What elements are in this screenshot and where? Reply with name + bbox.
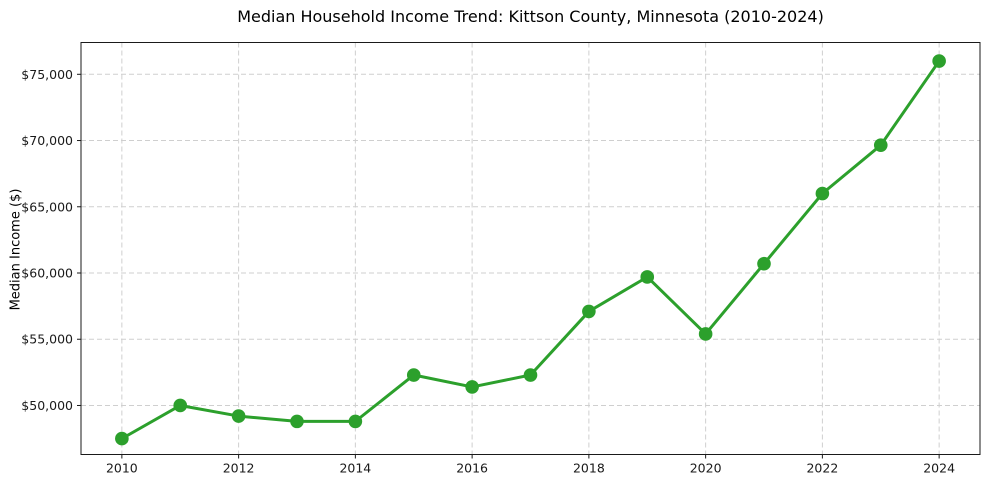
data-point-marker	[757, 256, 771, 271]
data-point-marker	[406, 368, 421, 382]
data-point-marker	[698, 327, 713, 341]
data-point-marker	[115, 431, 129, 446]
plot-frame	[80, 42, 981, 455]
trend-line	[120, 59, 941, 441]
x-tick-label: 2024	[923, 461, 955, 476]
y-tick-label: $75,000	[21, 67, 73, 82]
data-point-marker	[523, 368, 538, 382]
x-tick-label: 2020	[690, 461, 722, 476]
x-tick-label: 2018	[573, 461, 605, 476]
y-tick-label: $50,000	[21, 398, 73, 413]
y-tick-label: $60,000	[21, 266, 73, 281]
x-tick-label: 2010	[106, 461, 138, 476]
chart-title: Median Household Income Trend: Kittson C…	[237, 7, 824, 26]
x-tick-label: 2022	[806, 461, 838, 476]
data-point-marker	[231, 409, 246, 423]
data-point-marker	[465, 380, 479, 394]
x-tick-label: 2016	[456, 461, 488, 476]
y-tick-label: $65,000	[21, 199, 73, 214]
y-tick-label: $70,000	[21, 133, 73, 148]
data-point-marker	[582, 304, 596, 319]
data-point-marker	[640, 270, 655, 284]
data-point-marker	[815, 186, 830, 201]
data-point-marker	[290, 414, 304, 429]
data-point-marker	[348, 414, 363, 429]
x-tick-label: 2012	[223, 461, 255, 476]
y-tick-label: $55,000	[21, 332, 73, 347]
x-tick-label: 2014	[339, 461, 371, 476]
data-point-marker	[873, 138, 888, 152]
data-point-marker	[932, 54, 946, 68]
data-point-marker	[173, 398, 188, 413]
